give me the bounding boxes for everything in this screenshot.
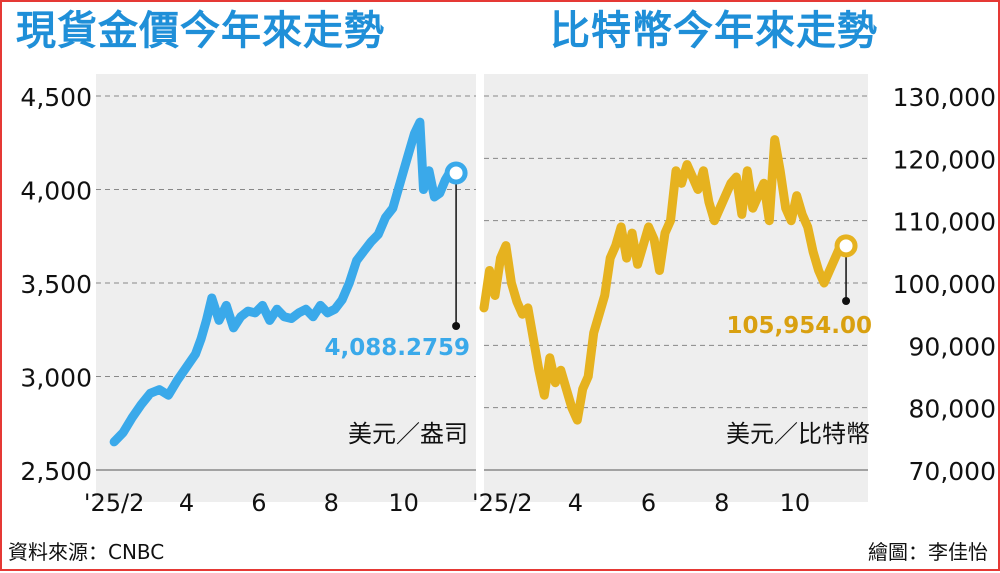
graphic-credit: 繪圖：李佳怡	[868, 540, 988, 564]
btc-y-tick-label: 80,000	[909, 395, 996, 424]
gold-y-tick-label: 4,500	[20, 83, 92, 112]
data-source: 資料來源：CNBC	[8, 540, 165, 564]
gold-end-leader-dot	[452, 322, 461, 330]
btc-y-tick-label: 130,000	[893, 83, 996, 112]
btc-unit-label: 美元／比特幣	[726, 420, 870, 448]
gold-end-point	[444, 161, 468, 185]
gold-y-tick-label: 3,500	[20, 270, 92, 299]
btc-x-tick-label: 6	[641, 489, 656, 517]
gold-series-line	[109, 117, 461, 447]
bitcoin-chart-title: 比特幣今年來走勢	[550, 8, 878, 54]
btc-end-leader-dot	[842, 297, 851, 305]
gold-unit-label: 美元／盎司	[348, 420, 468, 448]
btc-end-point	[834, 234, 858, 258]
btc-y-tick-label: 110,000	[893, 208, 996, 237]
gold-x-tick-label: 8	[324, 489, 339, 517]
btc-y-tick-label: 100,000	[893, 270, 996, 299]
btc-y-tick-label: 120,000	[893, 145, 996, 174]
bitcoin-plot-area	[484, 74, 868, 502]
gold-y-tick-label: 3,000	[20, 364, 92, 393]
gold-x-tick-label: '25/2	[84, 489, 145, 517]
gold-x-tick-label: 6	[251, 489, 266, 517]
gold-y-tick-label: 4,000	[20, 177, 92, 206]
btc-series-line	[479, 135, 851, 425]
btc-x-tick-label: 10	[780, 489, 811, 517]
btc-y-tick-label: 70,000	[909, 457, 996, 486]
btc-end-value-label: 105,954.00	[726, 313, 872, 339]
btc-x-tick-label: '25/2	[472, 489, 533, 517]
gold-y-tick-label: 2,500	[20, 457, 92, 486]
btc-x-tick-label: 8	[714, 489, 729, 517]
gold-x-tick-label: 4	[179, 489, 194, 517]
btc-x-tick-label: 4	[568, 489, 583, 517]
gold-end-value-label: 4,088.2759	[324, 335, 470, 361]
gold-chart-title: 現貨金價今年來走勢	[16, 8, 385, 54]
btc-y-tick-label: 90,000	[909, 332, 996, 361]
gold-x-tick-label: 10	[388, 489, 419, 517]
